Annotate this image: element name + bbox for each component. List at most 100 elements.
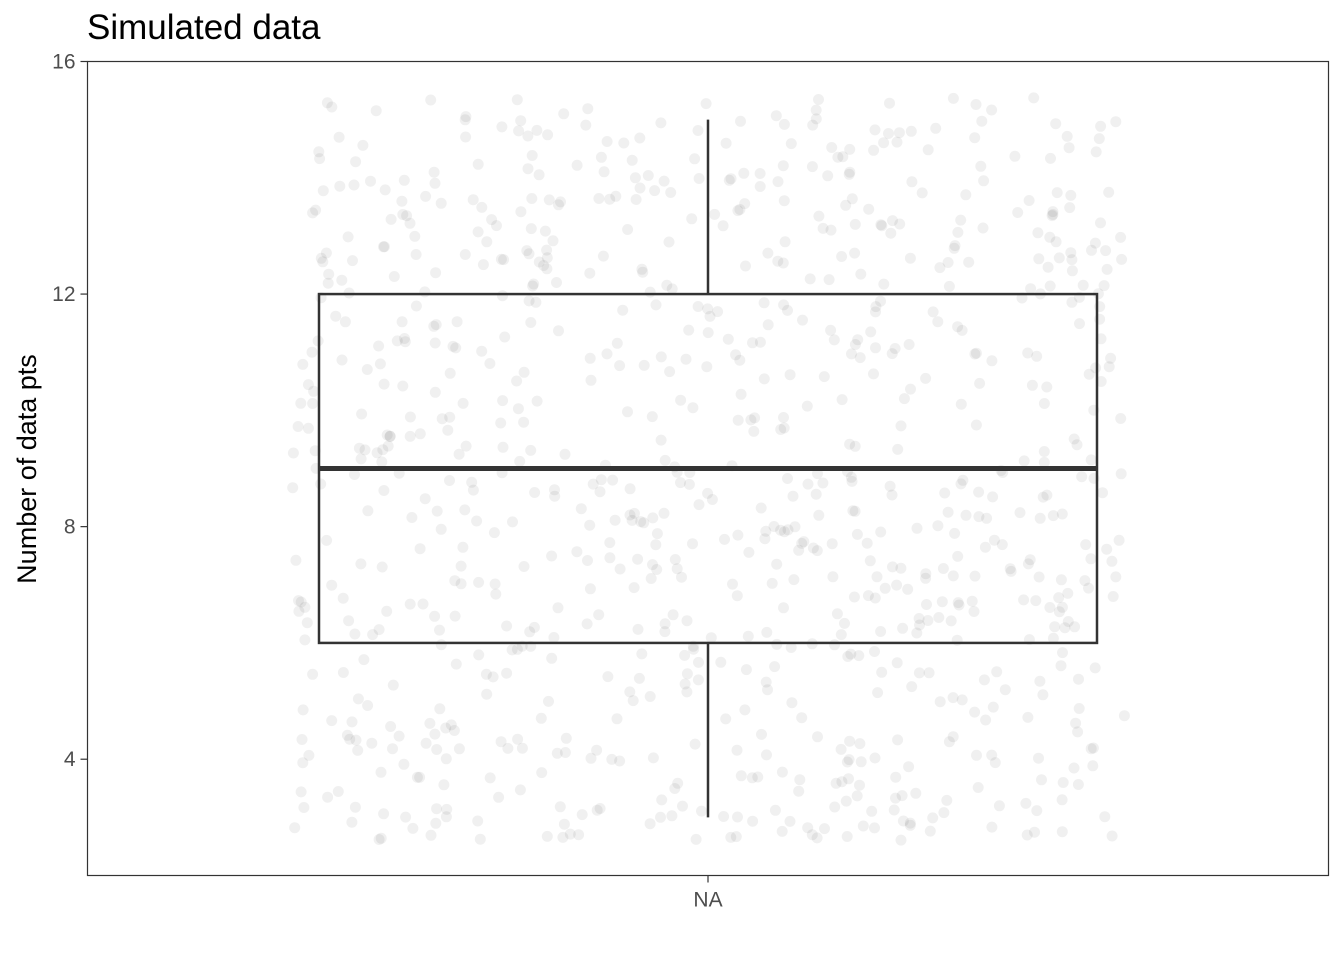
data-point [490, 588, 502, 600]
data-point [778, 299, 790, 311]
data-point [493, 791, 505, 803]
data-point [308, 385, 320, 397]
data-point [434, 624, 445, 636]
data-point [332, 786, 344, 797]
data-point [1095, 376, 1107, 387]
data-point [429, 386, 441, 398]
data-point [905, 383, 916, 395]
data-point [870, 342, 881, 354]
data-point [1070, 717, 1082, 729]
data-point [365, 175, 376, 187]
data-point [525, 317, 537, 328]
data-point [947, 570, 959, 582]
data-point [501, 667, 513, 679]
data-point [430, 267, 442, 279]
data-point [658, 507, 670, 519]
data-point [754, 168, 766, 179]
data-point [385, 213, 397, 225]
data-point [651, 528, 663, 540]
data-point [1020, 797, 1032, 809]
data-point [425, 829, 437, 841]
data-point [414, 543, 426, 555]
data-point [891, 136, 903, 148]
data-point [523, 295, 535, 307]
data-point [1080, 539, 1092, 551]
data-point [1012, 207, 1024, 218]
data-point [778, 195, 790, 207]
data-point [317, 256, 329, 268]
data-point [476, 345, 488, 357]
data-point [893, 127, 905, 139]
data-point [749, 412, 761, 424]
data-point [630, 194, 642, 205]
data-point [536, 767, 548, 779]
data-point [455, 560, 467, 572]
data-point [347, 255, 358, 267]
data-point [1066, 296, 1078, 308]
data-point [539, 225, 551, 237]
data-point [585, 374, 597, 386]
data-point [817, 222, 829, 234]
data-point [777, 160, 789, 172]
data-point [302, 379, 314, 391]
data-point [947, 92, 959, 104]
data-point [920, 572, 932, 584]
x-axis: NA [693, 875, 723, 912]
data-point [778, 422, 790, 434]
data-point [379, 184, 391, 196]
data-point [960, 509, 972, 521]
data-point [448, 725, 460, 736]
data-point [817, 477, 829, 489]
data-point [346, 816, 358, 828]
data-point [1031, 805, 1043, 817]
data-point [459, 249, 471, 260]
data-point [836, 776, 848, 788]
data-point [627, 695, 639, 707]
data-point [725, 173, 737, 185]
data-point [890, 771, 902, 783]
data-point [511, 94, 523, 106]
data-point [650, 299, 662, 311]
data-point [742, 630, 754, 642]
data-point [516, 742, 528, 754]
data-point [849, 505, 861, 517]
data-point [649, 185, 661, 197]
data-point [1038, 456, 1050, 468]
data-point [778, 118, 790, 130]
data-point [796, 537, 808, 549]
data-point [846, 475, 858, 487]
data-point [1051, 187, 1063, 199]
data-point [1056, 508, 1068, 520]
data-point [647, 752, 659, 764]
data-point [541, 244, 553, 256]
data-point [356, 408, 368, 420]
data-point [1034, 512, 1046, 524]
data-point [843, 773, 854, 785]
data-point [754, 181, 766, 192]
data-point [528, 278, 540, 290]
data-point [295, 786, 307, 798]
data-point [1095, 120, 1107, 132]
data-point [1095, 217, 1106, 229]
data-point [377, 444, 389, 456]
data-point [811, 832, 823, 844]
x-tick-label: NA [693, 889, 722, 912]
data-point [1034, 675, 1046, 687]
data-point [689, 153, 701, 165]
data-point [772, 176, 784, 188]
data-point [1076, 471, 1088, 483]
data-point [1073, 703, 1085, 714]
data-point [487, 671, 499, 683]
data-point [1033, 571, 1045, 583]
data-point [934, 696, 946, 708]
data-point [529, 487, 541, 498]
data-point [1079, 575, 1091, 587]
data-point [896, 790, 908, 802]
data-point [597, 250, 609, 262]
data-point [1023, 195, 1035, 206]
data-point [732, 414, 744, 426]
data-point [506, 644, 518, 656]
data-point [531, 395, 543, 407]
data-point [1072, 726, 1084, 738]
data-point [681, 686, 693, 698]
